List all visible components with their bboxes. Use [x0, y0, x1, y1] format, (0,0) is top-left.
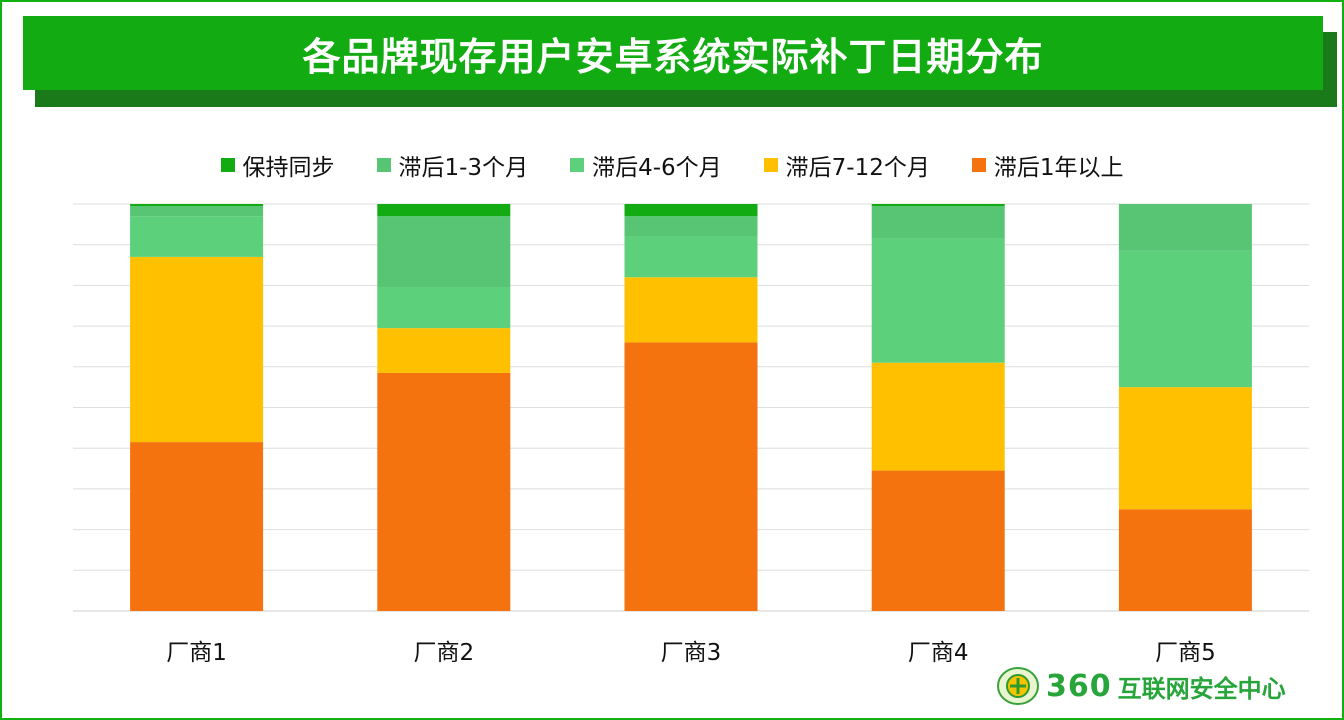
logo-text: 互联网安全中心: [1117, 674, 1286, 703]
legend-swatch: [763, 158, 778, 172]
bar-segment: [624, 342, 758, 611]
bar-segment: [130, 206, 264, 217]
legend-item: 保持同步: [220, 148, 335, 182]
legend-swatch: [971, 158, 986, 172]
x-tick-label: 厂商1: [166, 640, 227, 666]
chart-title: 各品牌现存用户安卓系统实际补丁日期分布: [302, 34, 1044, 79]
bar-segment: [1118, 250, 1252, 388]
legend-label: 滞后4-6个月: [592, 155, 722, 181]
bar-segment: [377, 328, 511, 373]
bar-segment: [377, 372, 511, 611]
bar-segment: [377, 287, 511, 329]
legend-item: 滞后1年以上: [971, 148, 1124, 182]
legend-swatch: [570, 158, 585, 172]
bar-segment: [130, 256, 264, 443]
title-banner: 各品牌现存用户安卓系统实际补丁日期分布: [23, 16, 1323, 90]
bar-segment: [871, 238, 1005, 363]
bar-segment: [1118, 387, 1252, 510]
bar-segment: [624, 216, 758, 237]
bar-segment: [871, 204, 1005, 207]
x-tick-label: 厂商3: [661, 640, 722, 666]
x-tick-label: 厂商2: [413, 640, 474, 666]
bar-segment: [624, 204, 758, 217]
bar-segment: [1118, 509, 1252, 611]
bar-segment: [871, 362, 1005, 471]
bar-segment: [130, 442, 264, 611]
bar-segment: [624, 277, 758, 343]
bar-segment: [871, 470, 1005, 611]
bar-segment: [871, 206, 1005, 239]
bar-segment: [377, 216, 511, 288]
logo-number: 360: [1046, 668, 1112, 704]
legend-swatch: [220, 158, 235, 172]
bar-segment: [130, 216, 264, 257]
x-tick-label: 厂商4: [908, 640, 969, 666]
chart-legend: 保持同步 滞后1-3个月 滞后4-6个月 滞后7-12个月 滞后1年以上: [0, 148, 1344, 182]
legend-label: 滞后1-3个月: [398, 155, 529, 181]
legend-label: 保持同步: [242, 155, 335, 181]
360-emblem-icon: [997, 667, 1039, 705]
x-tick-label: 厂商5: [1155, 640, 1216, 666]
bar-segment: [377, 204, 511, 217]
brand-logo: 360 互联网安全中心: [996, 666, 1286, 706]
bar-segment: [624, 236, 758, 278]
bar-segment: [1118, 204, 1252, 251]
bar-segment: [130, 204, 264, 207]
legend-label: 滞后7-12个月: [785, 155, 930, 181]
legend-item: 滞后1-3个月: [376, 148, 529, 182]
legend-label: 滞后1年以上: [993, 155, 1124, 181]
legend-item: 滞后7-12个月: [763, 148, 930, 182]
legend-swatch: [376, 158, 391, 172]
legend-item: 滞后4-6个月: [570, 148, 722, 182]
